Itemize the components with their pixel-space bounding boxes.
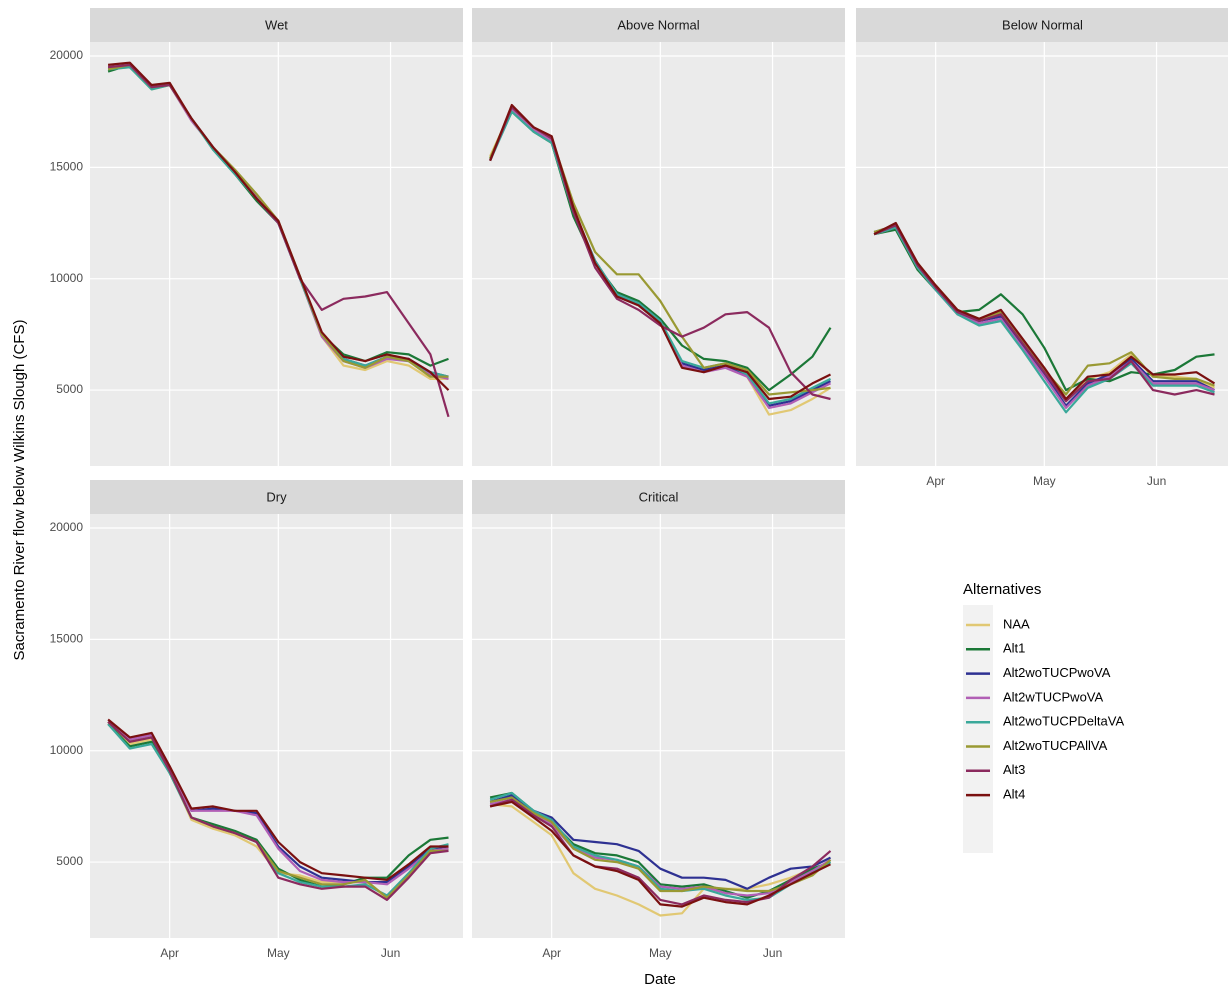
legend-label: Alt1 [1003, 641, 1025, 656]
series-line [873, 224, 1215, 403]
y-tick-label: 20000 [50, 48, 84, 62]
x-tick-label: May [1033, 474, 1056, 488]
legend-label: NAA [1003, 616, 1030, 631]
x-tick-label: May [649, 946, 672, 960]
strip-label: Dry [266, 489, 287, 504]
panel-background [472, 42, 845, 466]
strip-background [472, 480, 845, 514]
y-tick-label: 10000 [50, 271, 84, 285]
panel-background [90, 42, 463, 466]
series-line [107, 61, 450, 391]
series-line [489, 110, 831, 405]
series-line [107, 718, 449, 881]
y-axis-title: Sacramento River flow below Wilkins Slou… [11, 320, 28, 661]
y-tick-label: 10000 [50, 743, 84, 757]
series-line [489, 791, 832, 901]
x-tick-label: Apr [160, 946, 179, 960]
series-line [489, 794, 831, 890]
series-line [489, 103, 831, 401]
strip-background [472, 8, 845, 42]
x-tick-label: Apr [542, 946, 561, 960]
series-line [489, 800, 831, 908]
series-line [489, 796, 832, 893]
series-line [107, 720, 449, 901]
x-tick-label: Jun [1147, 474, 1166, 488]
panel-background [472, 514, 845, 938]
y-tick-label: 5000 [56, 854, 83, 868]
series-line [489, 803, 831, 917]
series-line [873, 226, 1215, 414]
y-tick-label: 20000 [50, 520, 84, 534]
legend-label: Alt4 [1003, 787, 1025, 802]
series-line [107, 723, 449, 897]
x-tick-label: Jun [763, 946, 782, 960]
x-tick-label: Jun [381, 946, 400, 960]
legend-key-background [963, 605, 993, 853]
strip-label: Wet [265, 17, 288, 32]
strip-label: Below Normal [1002, 17, 1083, 32]
x-axis-title: Date [644, 971, 676, 988]
strip-label: Critical [639, 489, 679, 504]
legend-title: Alternatives [963, 581, 1041, 598]
strip-background [90, 480, 463, 514]
x-tick-label: May [267, 946, 290, 960]
y-tick-label: 5000 [56, 382, 83, 396]
strip-label: Above Normal [617, 17, 699, 32]
strip-background [856, 8, 1228, 42]
panel-background [856, 42, 1228, 466]
legend-label: Alt3 [1003, 762, 1025, 777]
strip-background [90, 8, 463, 42]
legend-label: Alt2woTUCPDeltaVA [1003, 714, 1124, 729]
legend-label: Alt2wTUCPwoVA [1003, 689, 1104, 704]
legend-label: Alt2woTUCPwoVA [1003, 665, 1111, 680]
series-line [873, 221, 1216, 401]
y-tick-label: 15000 [50, 160, 84, 174]
legend-label: Alt2woTUCPAllVA [1003, 738, 1108, 753]
y-tick-label: 15000 [50, 632, 84, 646]
x-tick-label: Apr [926, 474, 945, 488]
